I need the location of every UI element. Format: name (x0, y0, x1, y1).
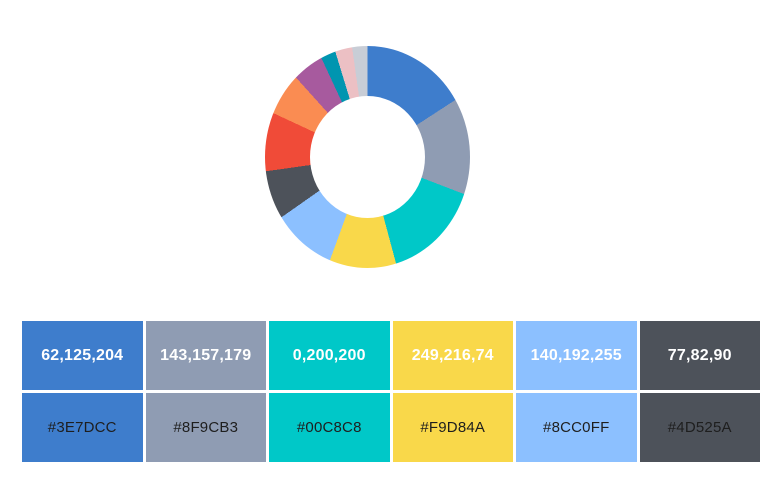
hex-cell: #8F9CB3 (145, 393, 266, 462)
donut-chart (265, 46, 470, 268)
color-table: 62,125,204 143,157,179 0,200,200 249,216,74… (22, 321, 760, 462)
hex-cell: #8CC0FF (516, 393, 637, 462)
rgb-cell: 77,82,90 (639, 321, 760, 390)
hex-cell: #00C8C8 (269, 393, 390, 462)
hex-cell: #3E7DCC (22, 393, 143, 462)
rgb-cell: 249,216,74 (392, 321, 513, 390)
rgb-cell: 143,157,179 (145, 321, 266, 390)
hex-cell: #4D525A (639, 393, 760, 462)
rgb-cell: 140,192,255 (516, 321, 637, 390)
rgb-cell: 62,125,204 (22, 321, 143, 390)
hex-cell: #F9D84A (392, 393, 513, 462)
donut-hole (310, 96, 425, 218)
rgb-cell: 0,200,200 (269, 321, 390, 390)
